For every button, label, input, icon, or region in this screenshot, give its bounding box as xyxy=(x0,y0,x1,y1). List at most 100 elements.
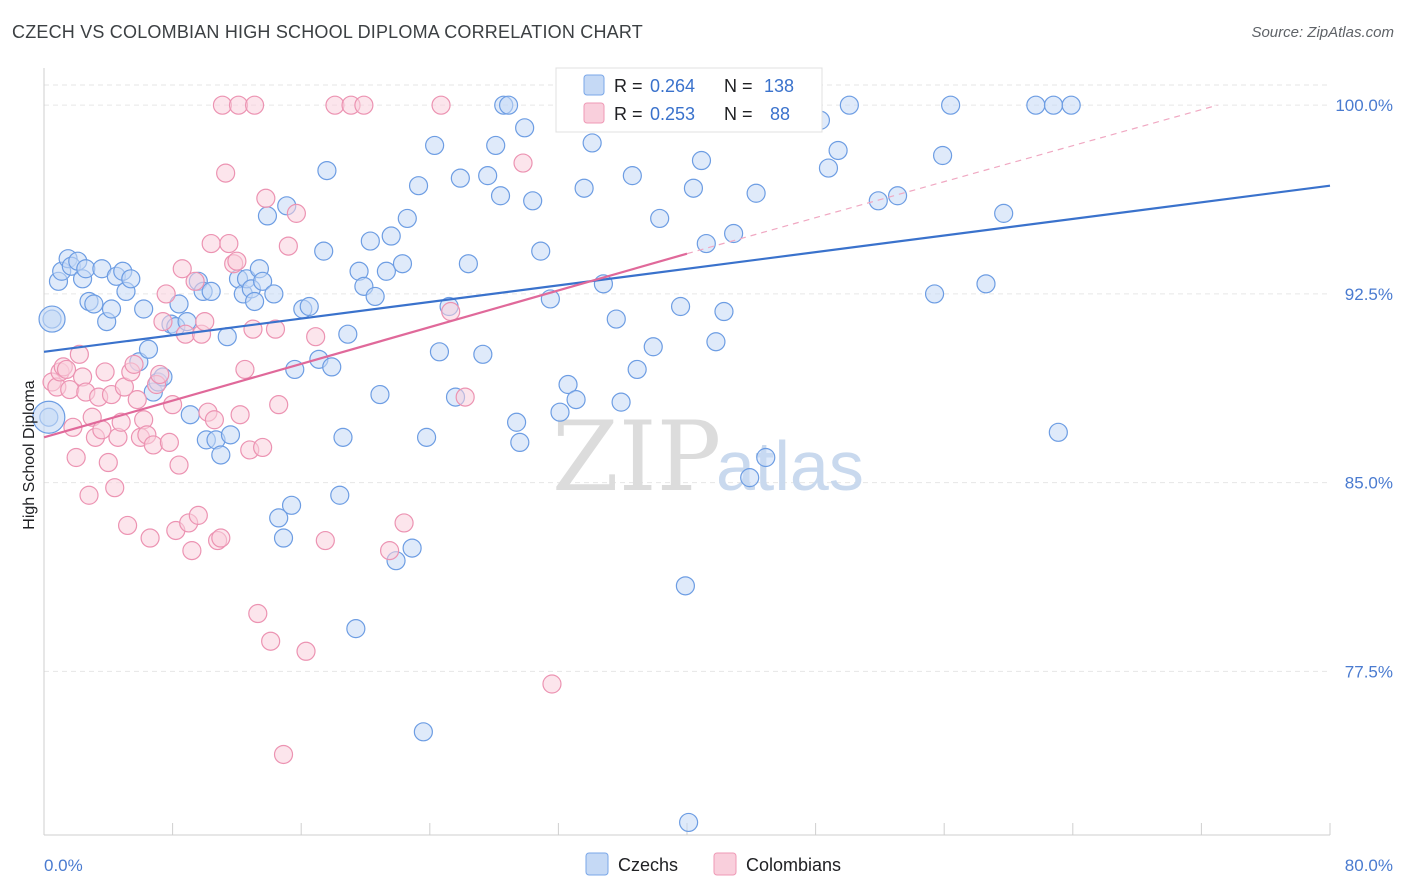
data-point-czechs[interactable] xyxy=(365,286,385,307)
data-point-colombians[interactable] xyxy=(261,631,281,651)
data-point-colombians[interactable] xyxy=(216,163,236,183)
data-point-czechs[interactable] xyxy=(582,133,602,153)
data-point-czechs[interactable] xyxy=(121,269,141,289)
data-point-colombians[interactable] xyxy=(542,674,562,694)
data-point-czechs[interactable] xyxy=(269,508,289,528)
data-point-czechs[interactable] xyxy=(76,259,96,279)
data-point-colombians[interactable] xyxy=(105,478,125,498)
data-point-czechs[interactable] xyxy=(330,485,350,505)
data-point-czechs[interactable] xyxy=(932,145,953,166)
data-point-czechs[interactable] xyxy=(828,140,848,161)
data-point-colombians[interactable] xyxy=(441,301,461,322)
data-point-czechs[interactable] xyxy=(101,299,122,319)
data-point-czechs[interactable] xyxy=(169,294,189,314)
data-point-czechs[interactable] xyxy=(515,118,535,138)
data-point-colombians[interactable] xyxy=(269,395,289,415)
data-point-czechs[interactable] xyxy=(679,812,699,833)
data-point-colombians[interactable] xyxy=(227,251,247,271)
data-point-czechs[interactable] xyxy=(746,183,766,203)
data-point-colombians[interactable] xyxy=(265,319,286,339)
data-point-czechs[interactable] xyxy=(220,425,241,445)
data-point-colombians[interactable] xyxy=(455,387,475,407)
data-point-czechs[interactable] xyxy=(134,299,154,319)
data-point-czechs-large[interactable] xyxy=(38,305,66,333)
data-point-czechs[interactable] xyxy=(650,208,670,229)
data-point-czechs[interactable] xyxy=(756,447,776,468)
data-point-czechs[interactable] xyxy=(1061,95,1081,115)
data-point-colombians[interactable] xyxy=(188,505,208,525)
data-point-colombians[interactable] xyxy=(278,236,298,256)
data-point-colombians[interactable] xyxy=(256,188,276,208)
data-point-colombians[interactable] xyxy=(296,641,316,661)
data-point-colombians[interactable] xyxy=(354,95,374,115)
data-point-czechs[interactable] xyxy=(402,538,422,558)
data-point-czechs[interactable] xyxy=(413,722,433,742)
data-point-czechs[interactable] xyxy=(370,384,390,405)
data-point-colombians[interactable] xyxy=(243,319,263,339)
data-point-czechs[interactable] xyxy=(740,468,760,488)
data-point-colombians[interactable] xyxy=(69,344,89,364)
data-point-colombians[interactable] xyxy=(98,452,118,473)
data-point-czechs[interactable] xyxy=(338,324,358,344)
data-point-czechs[interactable] xyxy=(317,161,337,181)
data-point-czechs[interactable] xyxy=(478,166,498,186)
data-point-colombians[interactable] xyxy=(150,364,170,385)
data-point-colombians[interactable] xyxy=(172,259,192,279)
data-point-czechs[interactable] xyxy=(550,402,570,422)
data-point-czechs[interactable] xyxy=(299,296,319,317)
data-point-czechs[interactable] xyxy=(683,178,704,198)
data-point-colombians[interactable] xyxy=(513,153,533,173)
data-point-czechs[interactable] xyxy=(622,166,642,186)
data-point-colombians[interactable] xyxy=(66,447,86,468)
data-point-czechs[interactable] xyxy=(217,327,237,347)
data-point-colombians[interactable] xyxy=(235,359,255,380)
data-point-colombians[interactable] xyxy=(159,432,179,452)
data-point-czechs[interactable] xyxy=(606,309,626,329)
data-point-colombians[interactable] xyxy=(380,541,400,561)
data-point-czechs[interactable] xyxy=(531,241,551,261)
data-point-czechs[interactable] xyxy=(507,412,527,432)
data-point-colombians[interactable] xyxy=(143,435,163,455)
data-point-czechs[interactable] xyxy=(714,301,734,322)
data-point-czechs[interactable] xyxy=(818,158,839,178)
data-point-czechs[interactable] xyxy=(376,261,396,281)
data-point-czechs[interactable] xyxy=(868,191,888,211)
data-point-colombians[interactable] xyxy=(325,95,345,115)
data-point-colombians[interactable] xyxy=(286,203,306,223)
data-point-czechs[interactable] xyxy=(180,405,200,425)
data-point-colombians[interactable] xyxy=(79,485,99,505)
data-point-colombians[interactable] xyxy=(111,412,131,432)
data-point-czechs[interactable] xyxy=(839,95,859,115)
data-point-czechs[interactable] xyxy=(670,296,691,317)
data-point-czechs[interactable] xyxy=(281,495,302,515)
data-point-colombians[interactable] xyxy=(156,284,176,304)
data-point-czechs[interactable] xyxy=(696,233,716,254)
data-point-colombians[interactable] xyxy=(273,744,294,765)
data-point-czechs[interactable] xyxy=(257,206,278,226)
data-point-czechs[interactable] xyxy=(627,359,647,380)
data-point-czechs[interactable] xyxy=(510,432,530,452)
data-point-czechs[interactable] xyxy=(253,271,273,291)
data-point-colombians[interactable] xyxy=(394,513,414,533)
data-point-czechs[interactable] xyxy=(408,176,429,196)
data-point-czechs[interactable] xyxy=(924,284,945,304)
data-point-czechs[interactable] xyxy=(201,281,221,301)
data-point-colombians[interactable] xyxy=(212,95,233,115)
data-point-czechs[interactable] xyxy=(941,95,961,115)
data-point-colombians[interactable] xyxy=(185,271,205,291)
data-point-czechs[interactable] xyxy=(486,135,506,156)
data-point-czechs[interactable] xyxy=(381,226,401,246)
data-point-czechs[interactable] xyxy=(360,231,380,251)
data-point-czechs[interactable] xyxy=(566,390,586,410)
data-point-colombians[interactable] xyxy=(195,312,215,332)
data-point-czechs[interactable] xyxy=(706,332,726,352)
data-point-colombians[interactable] xyxy=(244,95,265,115)
data-point-czechs[interactable] xyxy=(273,528,294,548)
data-point-czechs[interactable] xyxy=(1048,422,1068,442)
data-point-czechs[interactable] xyxy=(994,203,1014,223)
data-point-colombians[interactable] xyxy=(117,515,138,536)
data-point-czechs[interactable] xyxy=(314,241,334,261)
data-point-colombians[interactable] xyxy=(204,410,224,430)
data-point-colombians[interactable] xyxy=(253,437,273,458)
data-point-czechs[interactable] xyxy=(450,168,470,188)
